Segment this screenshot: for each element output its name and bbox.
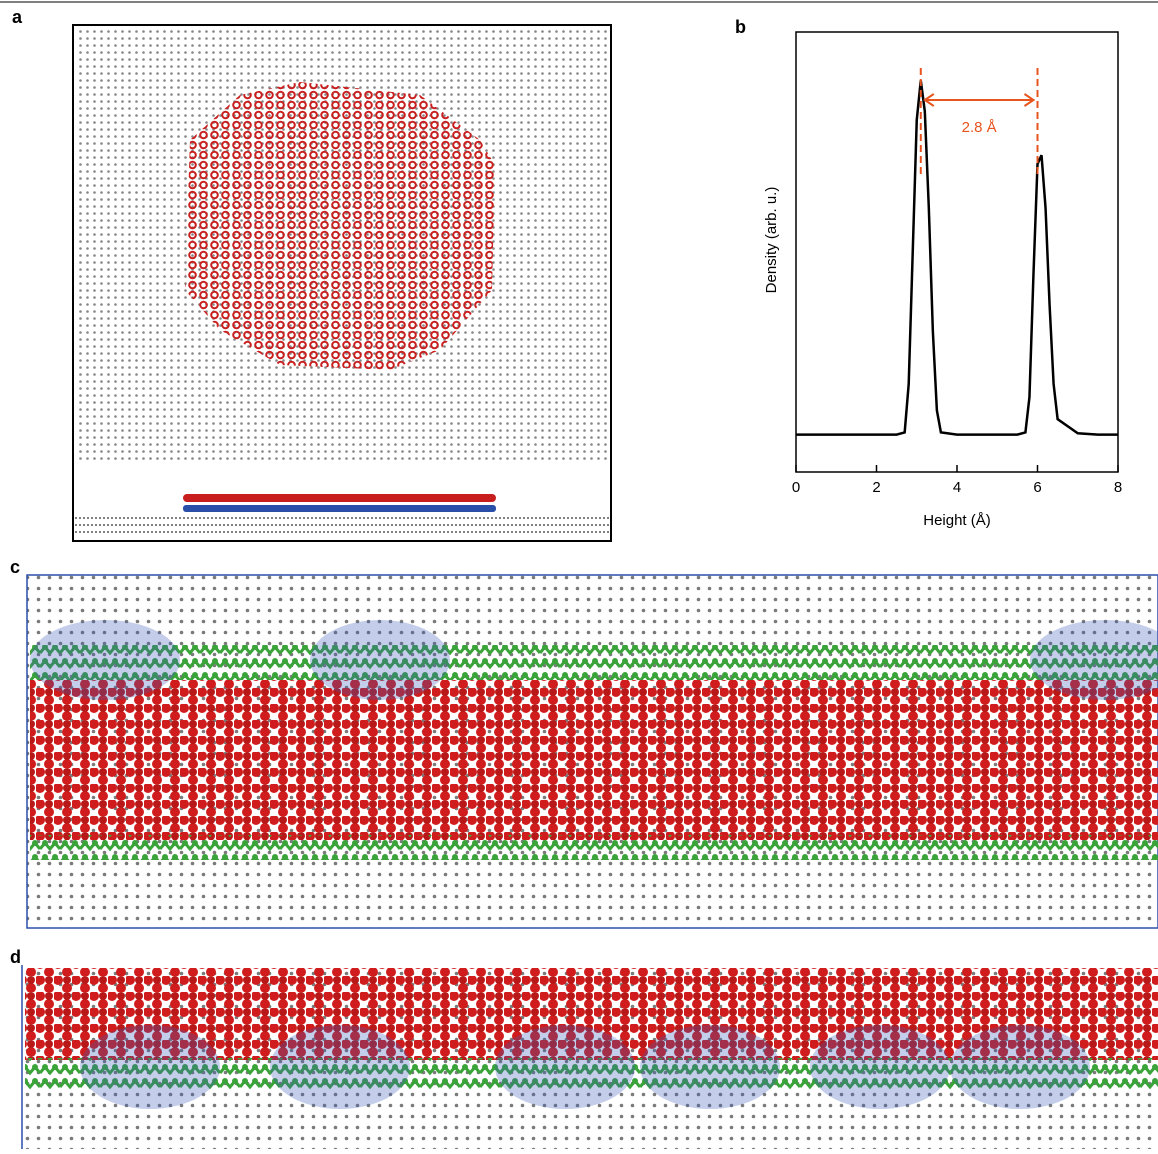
x-axis-label: Height (Å) [923, 512, 991, 529]
panel-b: Height (Å) Density (arb. u.) 0 2 4 6 8 2.8 Å [763, 31, 1122, 529]
panel-label: a [12, 7, 23, 27]
x-tick-label: 8 [1114, 479, 1122, 496]
panel-c [26, 574, 1158, 929]
panel-label: b [735, 17, 746, 37]
annotation: 2.8 Å [962, 119, 997, 136]
x-tick-label: 4 [953, 479, 961, 496]
x-tick-label: 6 [1033, 479, 1041, 496]
panel-a [72, 24, 612, 542]
x-tick-label: 0 [792, 479, 800, 496]
x-tick-label: 2 [872, 479, 880, 496]
y-axis-label: Density (arb. u.) [763, 187, 780, 294]
density-line [796, 80, 1118, 436]
panel-label: d [10, 947, 21, 967]
plot-frame [795, 31, 1119, 473]
panel-label: c [10, 557, 20, 577]
panel-d [21, 965, 1158, 1149]
distance-arrow [922, 93, 1036, 107]
